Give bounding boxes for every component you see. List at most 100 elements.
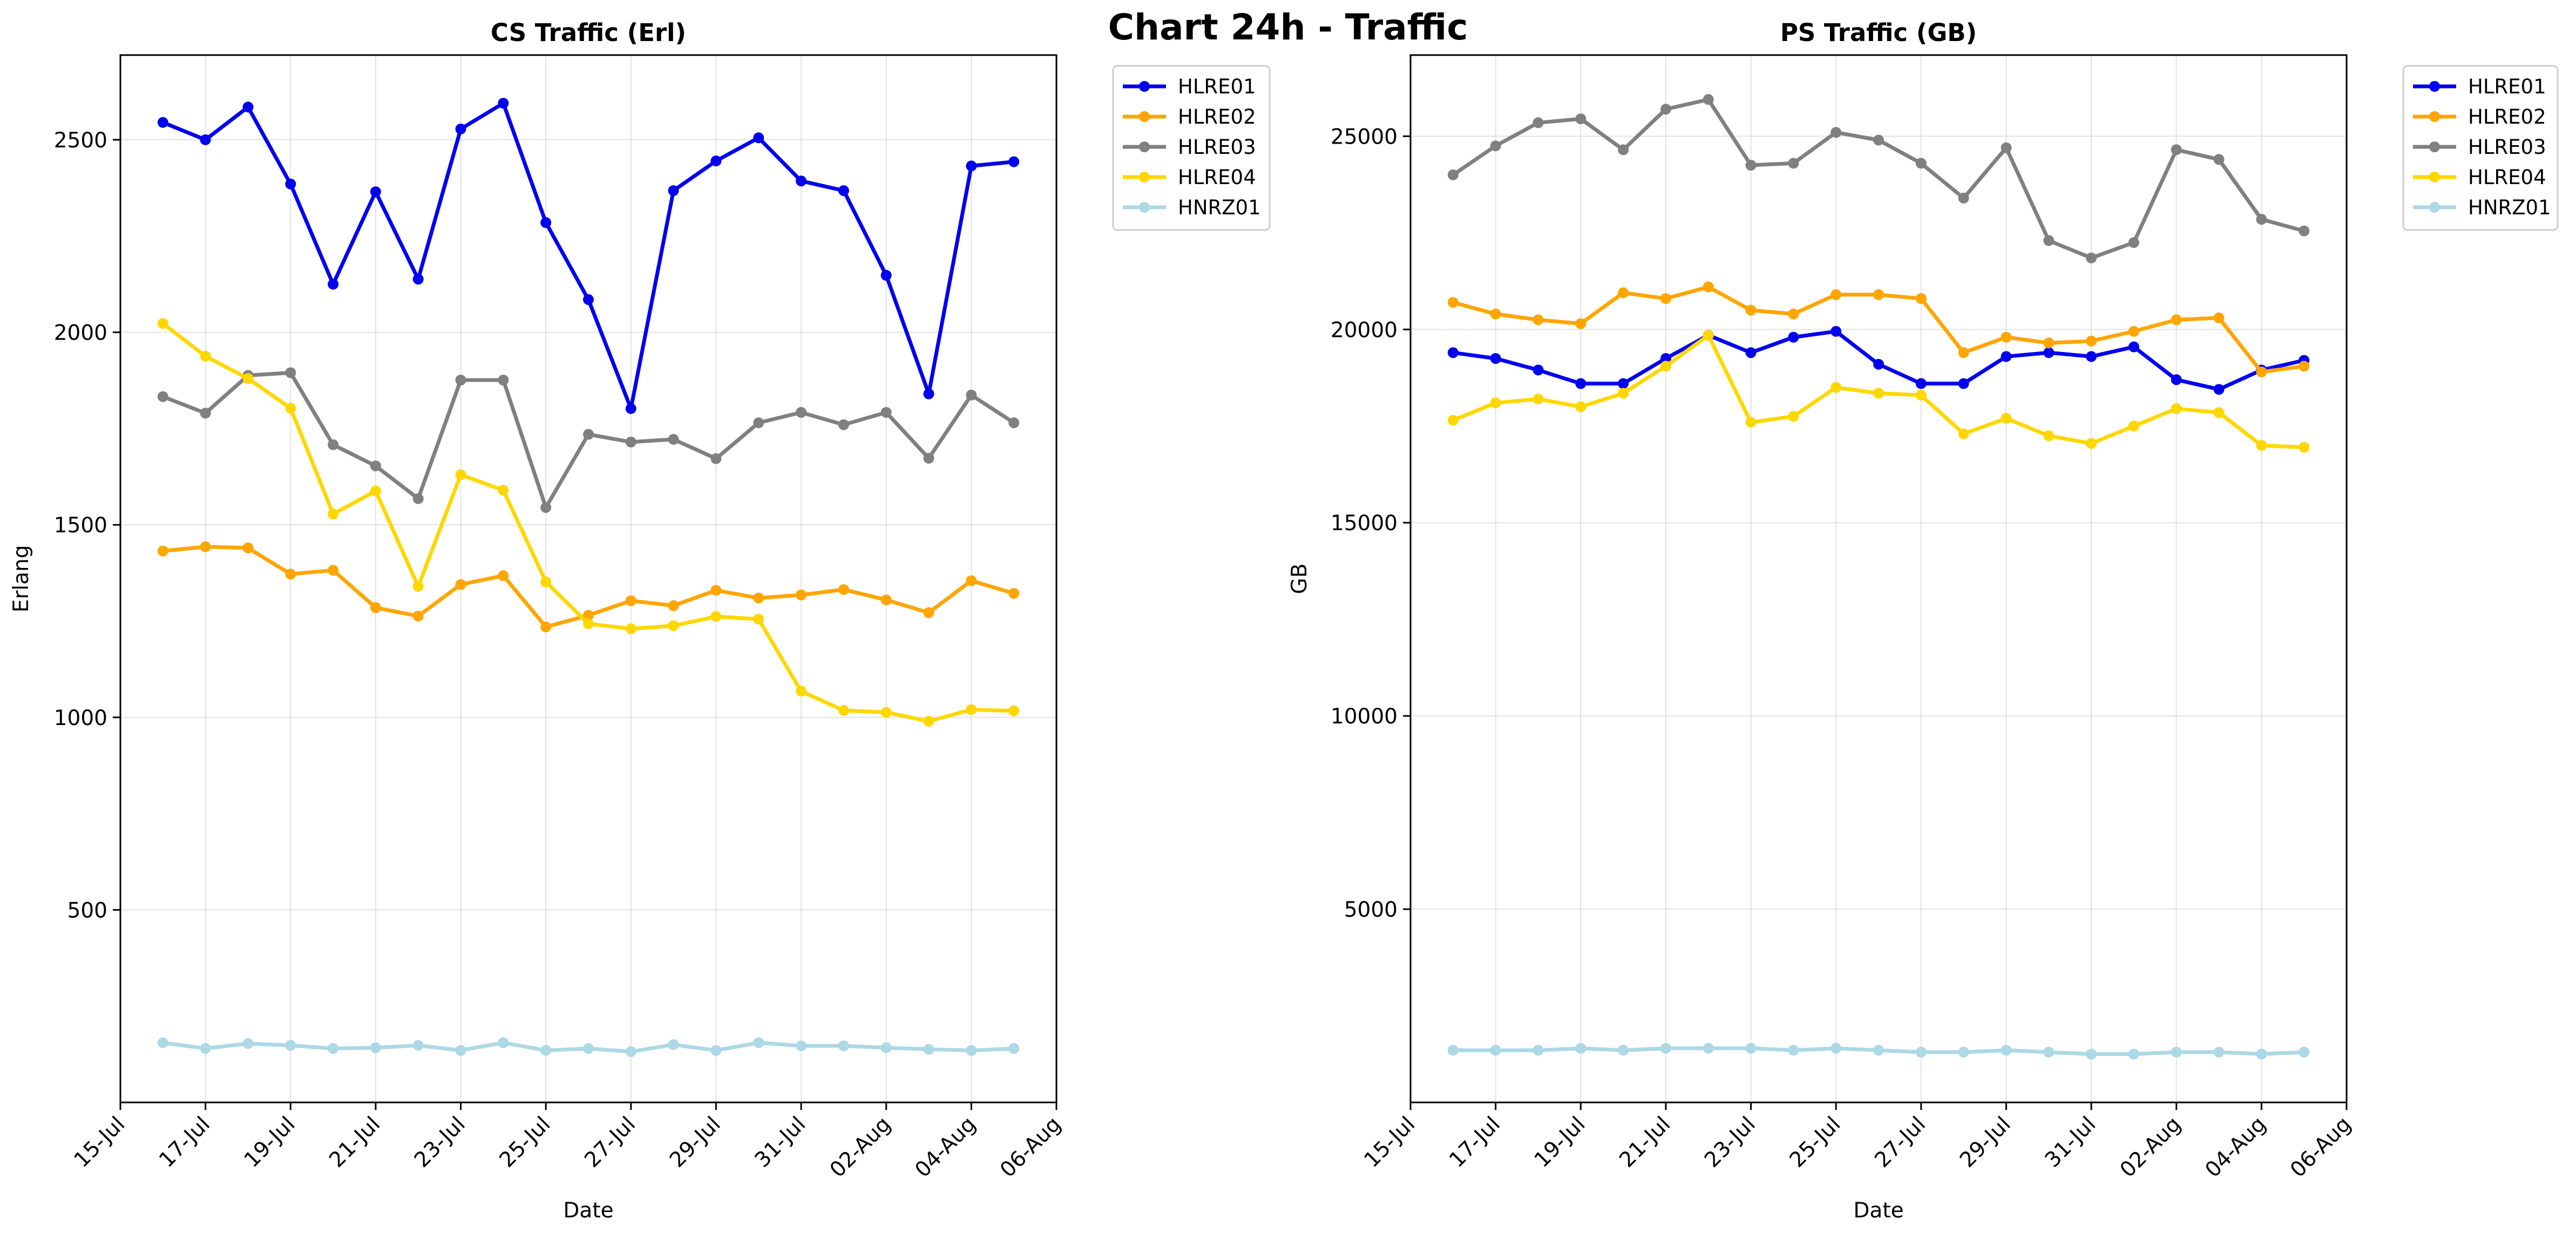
data-point: [242, 1038, 254, 1049]
data-point: [285, 568, 296, 580]
data-point: [1618, 144, 1629, 155]
data-point: [1660, 293, 1671, 304]
data-point: [1618, 287, 1629, 299]
data-point: [2001, 1045, 2012, 1056]
data-point: [540, 621, 552, 633]
chart-title: PS Traffic (GB): [1780, 18, 1977, 47]
chart-title: CS Traffic (Erl): [491, 18, 686, 47]
data-point: [1958, 378, 1969, 389]
data-point: [1618, 378, 1629, 389]
data-point: [1831, 326, 1842, 337]
grid-lines: [1410, 55, 2347, 1102]
data-point: [1575, 318, 1587, 329]
data-point: [328, 509, 339, 520]
legend-label: HLRE01: [1178, 75, 1256, 98]
data-point: [753, 613, 764, 625]
x-tick-label: 27-Jul: [580, 1112, 640, 1173]
y-tick-label: 10000: [1331, 705, 1398, 729]
data-point: [242, 373, 254, 384]
data-point: [753, 132, 764, 144]
x-tick-label: 06-Aug: [2286, 1112, 2356, 1182]
x-axis-ticks: 15-Jul 17-Jul 19-Jul 21-Jul 23-Jul 25-Jul 27-J…: [70, 1102, 1066, 1182]
legend-marker: [2429, 111, 2440, 122]
data-point: [1575, 401, 1587, 412]
data-point: [753, 417, 764, 429]
data-point: [157, 318, 168, 329]
legend-label: HLRE04: [1178, 166, 1256, 189]
data-point: [412, 1040, 424, 1051]
data-point: [625, 403, 636, 414]
data-point: [1873, 388, 1884, 399]
data-point: [1533, 117, 1544, 128]
data-point: [1873, 1045, 1884, 1056]
x-tick-label: 19-Jul: [240, 1112, 300, 1173]
legend-item-hlre01: HLRE01: [2413, 75, 2546, 98]
data-point: [1008, 417, 1020, 429]
legend-label: HLRE04: [2468, 166, 2546, 189]
legend-marker: [1139, 111, 1150, 122]
series-hlre01: [157, 98, 1020, 414]
data-point: [2086, 351, 2097, 362]
y-axis-ticks: 500 1000 1500 2000 2500: [54, 128, 120, 923]
data-point: [583, 1043, 594, 1054]
data-point: [157, 117, 168, 128]
x-axis-ticks: 15-Jul 17-Jul 19-Jul 21-Jul 23-Jul 25-Jul 27-J…: [1360, 1102, 2356, 1182]
data-point: [2256, 214, 2267, 225]
data-point: [2086, 438, 2097, 449]
data-point: [370, 186, 381, 198]
data-point: [838, 705, 849, 716]
data-point: [1788, 308, 1799, 320]
data-point: [1915, 293, 1927, 304]
data-point: [200, 1043, 211, 1054]
x-tick-label: 15-Jul: [1360, 1112, 1420, 1173]
data-point: [2171, 144, 2182, 155]
x-tick-label: 31-Jul: [2041, 1112, 2101, 1173]
data-point: [370, 1042, 381, 1053]
x-tick-label: 02-Aug: [825, 1112, 896, 1182]
x-tick-label: 06-Aug: [995, 1112, 1066, 1182]
y-tick-label: 1000: [54, 706, 107, 730]
x-tick-label: 29-Jul: [665, 1112, 726, 1173]
data-point: [1788, 331, 1799, 343]
y-tick-label: 2500: [54, 128, 107, 153]
x-tick-label: 23-Jul: [410, 1112, 470, 1173]
data-point: [1447, 347, 1459, 358]
data-point: [880, 407, 892, 418]
data-point: [923, 715, 934, 727]
plot-frame: [1409, 54, 2348, 1103]
data-point: [2213, 407, 2225, 418]
legend-label: HLRE03: [1178, 136, 1256, 159]
data-point: [2086, 335, 2097, 347]
legend-marker: [1139, 141, 1150, 152]
data-point: [710, 155, 722, 167]
data-point: [668, 1039, 679, 1050]
data-point: [1831, 127, 1842, 138]
data-point: [1831, 289, 1842, 300]
data-point: [2043, 347, 2055, 358]
data-point: [1533, 394, 1544, 405]
data-point: [923, 607, 934, 618]
data-point: [966, 704, 977, 715]
data-point: [1533, 364, 1544, 376]
legend-marker: [1139, 172, 1150, 182]
x-tick-label: 04-Aug: [911, 1112, 981, 1182]
data-point: [668, 434, 679, 445]
data-point: [2086, 252, 2097, 263]
data-point: [2001, 412, 2012, 424]
legend-item-hlre04: HLRE04: [2413, 166, 2546, 189]
data-point: [2128, 421, 2139, 432]
data-point: [1915, 378, 1927, 389]
data-point: [1958, 347, 1969, 358]
data-point: [328, 279, 339, 290]
data-point: [2299, 225, 2310, 236]
data-point: [370, 602, 381, 613]
series-hnrz01: [1447, 1042, 2310, 1060]
series-hlre04: [157, 318, 1020, 727]
data-point: [923, 1044, 934, 1055]
data-point: [966, 575, 977, 586]
legend-marker: [2429, 141, 2440, 152]
data-point: [1575, 1042, 1587, 1054]
data-point: [2256, 440, 2267, 451]
data-point: [1745, 1042, 1757, 1054]
data-point: [2043, 1046, 2055, 1058]
